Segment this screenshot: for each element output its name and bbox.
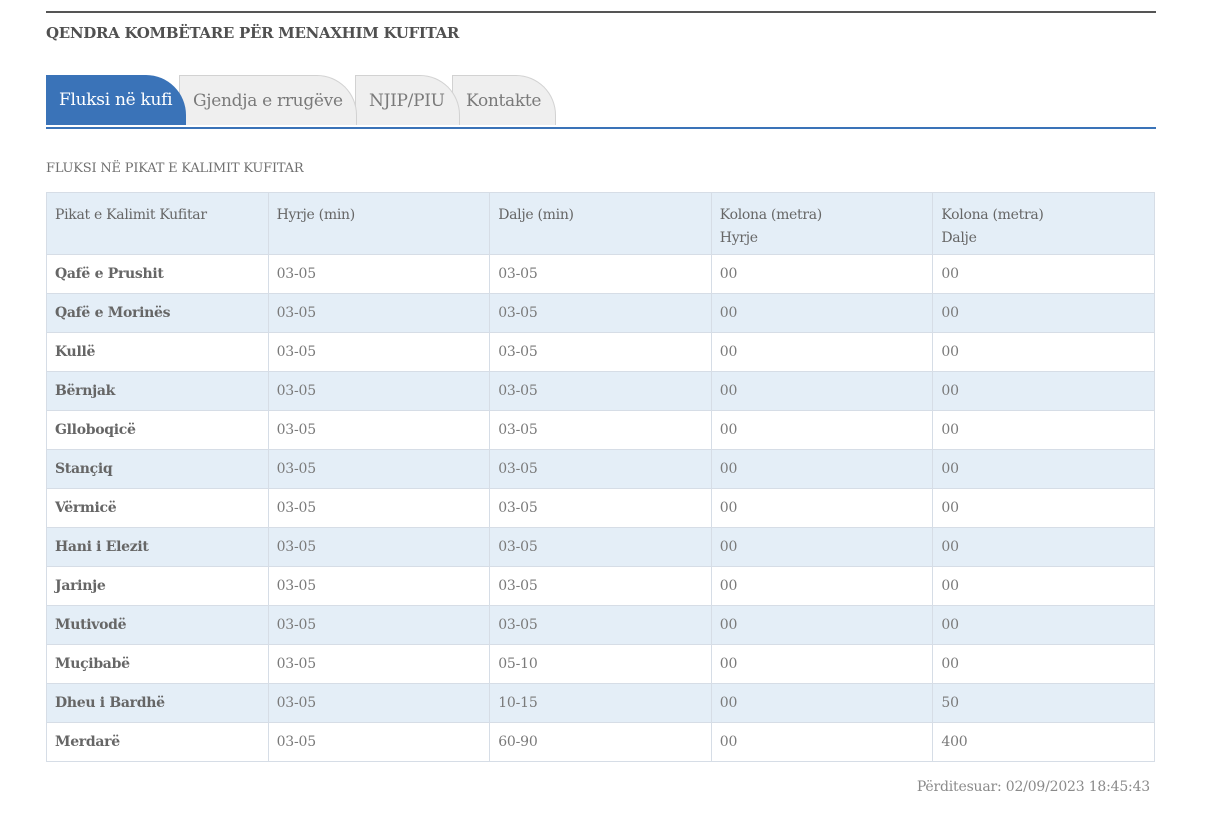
header-queue-exit: Kolona (metra) Dalje xyxy=(932,192,1155,255)
table-row: Glloboqicë 03-05 03-05 00 00 xyxy=(46,410,1155,450)
site-title: QENDRA KOMBËTARE PËR MENAXHIM KUFITAR xyxy=(46,24,460,42)
cell-queue-entry: 00 xyxy=(710,371,934,411)
header-entry-min: Hyrje (min) xyxy=(267,192,491,255)
table-row: Kullë 03-05 03-05 00 00 xyxy=(46,332,1155,372)
cell-queue-entry: 00 xyxy=(710,449,934,489)
tab-gjendja-e-rrugeve[interactable]: Gjendja e rrugëve xyxy=(179,75,357,125)
cell-queue-exit: 00 xyxy=(932,371,1155,411)
cell-entry-min: 03-05 xyxy=(267,371,491,411)
cell-queue-exit: 00 xyxy=(932,605,1155,645)
cell-crossing-point: Dheu i Bardhë xyxy=(46,683,269,723)
table-row: Qafë e Morinës 03-05 03-05 00 00 xyxy=(46,293,1155,333)
cell-entry-min: 03-05 xyxy=(267,410,491,450)
cell-crossing-point: Kullë xyxy=(46,332,269,372)
cell-queue-entry: 00 xyxy=(710,527,934,567)
cell-exit-min: 03-05 xyxy=(489,527,712,567)
cell-queue-exit: 00 xyxy=(932,488,1155,528)
cell-exit-min: 03-05 xyxy=(489,254,712,294)
cell-queue-entry: 00 xyxy=(710,683,934,723)
tab-fluksi-ne-kufi[interactable]: Fluksi në kufi xyxy=(46,75,186,125)
cell-entry-min: 03-05 xyxy=(267,566,491,606)
cell-exit-min: 03-05 xyxy=(489,449,712,489)
cell-entry-min: 03-05 xyxy=(267,332,491,372)
cell-crossing-point: Mutivodë xyxy=(46,605,269,645)
cell-queue-exit: 400 xyxy=(932,722,1155,762)
top-divider xyxy=(46,11,1156,13)
header-row: Pikat e Kalimit Kufitar Hyrje (min) Dalj… xyxy=(46,192,1155,255)
cell-queue-entry: 00 xyxy=(710,722,934,762)
table-row: Muçibabë 03-05 05-10 00 00 xyxy=(46,644,1155,684)
table-row: Hani i Elezit 03-05 03-05 00 00 xyxy=(46,527,1155,567)
cell-entry-min: 03-05 xyxy=(267,449,491,489)
cell-entry-min: 03-05 xyxy=(267,254,491,294)
cell-queue-exit: 50 xyxy=(932,683,1155,723)
cell-queue-exit: 00 xyxy=(932,449,1155,489)
cell-queue-exit: 00 xyxy=(932,527,1155,567)
cell-exit-min: 03-05 xyxy=(489,566,712,606)
cell-queue-exit: 00 xyxy=(932,293,1155,333)
cell-crossing-point: Glloboqicë xyxy=(46,410,269,450)
section-heading: FLUKSI NË PIKAT E KALIMIT KUFITAR xyxy=(46,161,304,176)
cell-queue-entry: 00 xyxy=(710,488,934,528)
table-row: Qafë e Prushit 03-05 03-05 00 00 xyxy=(46,254,1155,294)
header-queue-entry: Kolona (metra) Hyrje xyxy=(710,192,934,255)
cell-queue-exit: 00 xyxy=(932,332,1155,372)
table-body: Qafë e Prushit 03-05 03-05 00 00 Qafë e Morin… xyxy=(46,254,1155,762)
cell-entry-min: 03-05 xyxy=(267,722,491,762)
cell-queue-entry: 00 xyxy=(710,644,934,684)
cell-queue-entry: 00 xyxy=(710,293,934,333)
cell-entry-min: 03-05 xyxy=(267,683,491,723)
cell-exit-min: 03-05 xyxy=(489,371,712,411)
table-row: Bërnjak 03-05 03-05 00 00 xyxy=(46,371,1155,411)
table-row: Dheu i Bardhë 03-05 10-15 00 50 xyxy=(46,683,1155,723)
cell-queue-entry: 00 xyxy=(710,254,934,294)
cell-queue-exit: 00 xyxy=(932,644,1155,684)
table-row: Jarinje 03-05 03-05 00 00 xyxy=(46,566,1155,606)
cell-entry-min: 03-05 xyxy=(267,605,491,645)
cell-exit-min: 03-05 xyxy=(489,488,712,528)
cell-exit-min: 03-05 xyxy=(489,293,712,333)
table-row: Mutivodë 03-05 03-05 00 00 xyxy=(46,605,1155,645)
cell-entry-min: 03-05 xyxy=(267,527,491,567)
cell-queue-entry: 00 xyxy=(710,605,934,645)
cell-entry-min: 03-05 xyxy=(267,293,491,333)
header-exit-min: Dalje (min) xyxy=(489,192,712,255)
cell-crossing-point: Merdarë xyxy=(46,722,269,762)
cell-crossing-point: Jarinje xyxy=(46,566,269,606)
table-row: Merdarë 03-05 60-90 00 400 xyxy=(46,722,1155,762)
cell-entry-min: 03-05 xyxy=(267,644,491,684)
tab-kontakte[interactable]: Kontakte xyxy=(452,75,556,125)
cell-queue-entry: 00 xyxy=(710,410,934,450)
cell-queue-entry: 00 xyxy=(710,566,934,606)
cell-exit-min: 03-05 xyxy=(489,410,712,450)
cell-queue-exit: 00 xyxy=(932,254,1155,294)
cell-exit-min: 03-05 xyxy=(489,605,712,645)
cell-exit-min: 10-15 xyxy=(489,683,712,723)
cell-queue-exit: 00 xyxy=(932,410,1155,450)
header-crossing-point: Pikat e Kalimit Kufitar xyxy=(46,192,269,255)
cell-queue-exit: 00 xyxy=(932,566,1155,606)
cell-crossing-point: Bërnjak xyxy=(46,371,269,411)
table-header: Pikat e Kalimit Kufitar Hyrje (min) Dalj… xyxy=(46,192,1155,255)
cell-crossing-point: Stançiq xyxy=(46,449,269,489)
cell-crossing-point: Qafë e Prushit xyxy=(46,254,269,294)
table-row: Stançiq 03-05 03-05 00 00 xyxy=(46,449,1155,489)
tab-bar: Kontakte NJIP/PIU Gjendja e rrugëve Fluk… xyxy=(46,75,1156,129)
cell-crossing-point: Vërmicë xyxy=(46,488,269,528)
cell-exit-min: 03-05 xyxy=(489,332,712,372)
border-flux-table: Pikat e Kalimit Kufitar Hyrje (min) Dalj… xyxy=(46,192,1155,762)
cell-entry-min: 03-05 xyxy=(267,488,491,528)
cell-exit-min: 05-10 xyxy=(489,644,712,684)
cell-queue-entry: 00 xyxy=(710,332,934,372)
cell-crossing-point: Hani i Elezit xyxy=(46,527,269,567)
tab-njip-piu[interactable]: NJIP/PIU xyxy=(355,75,460,125)
cell-exit-min: 60-90 xyxy=(489,722,712,762)
last-updated: Përditesuar: 02/09/2023 18:45:43 xyxy=(916,779,1150,795)
cell-crossing-point: Muçibabë xyxy=(46,644,269,684)
cell-crossing-point: Qafë e Morinës xyxy=(46,293,269,333)
table-row: Vërmicë 03-05 03-05 00 00 xyxy=(46,488,1155,528)
